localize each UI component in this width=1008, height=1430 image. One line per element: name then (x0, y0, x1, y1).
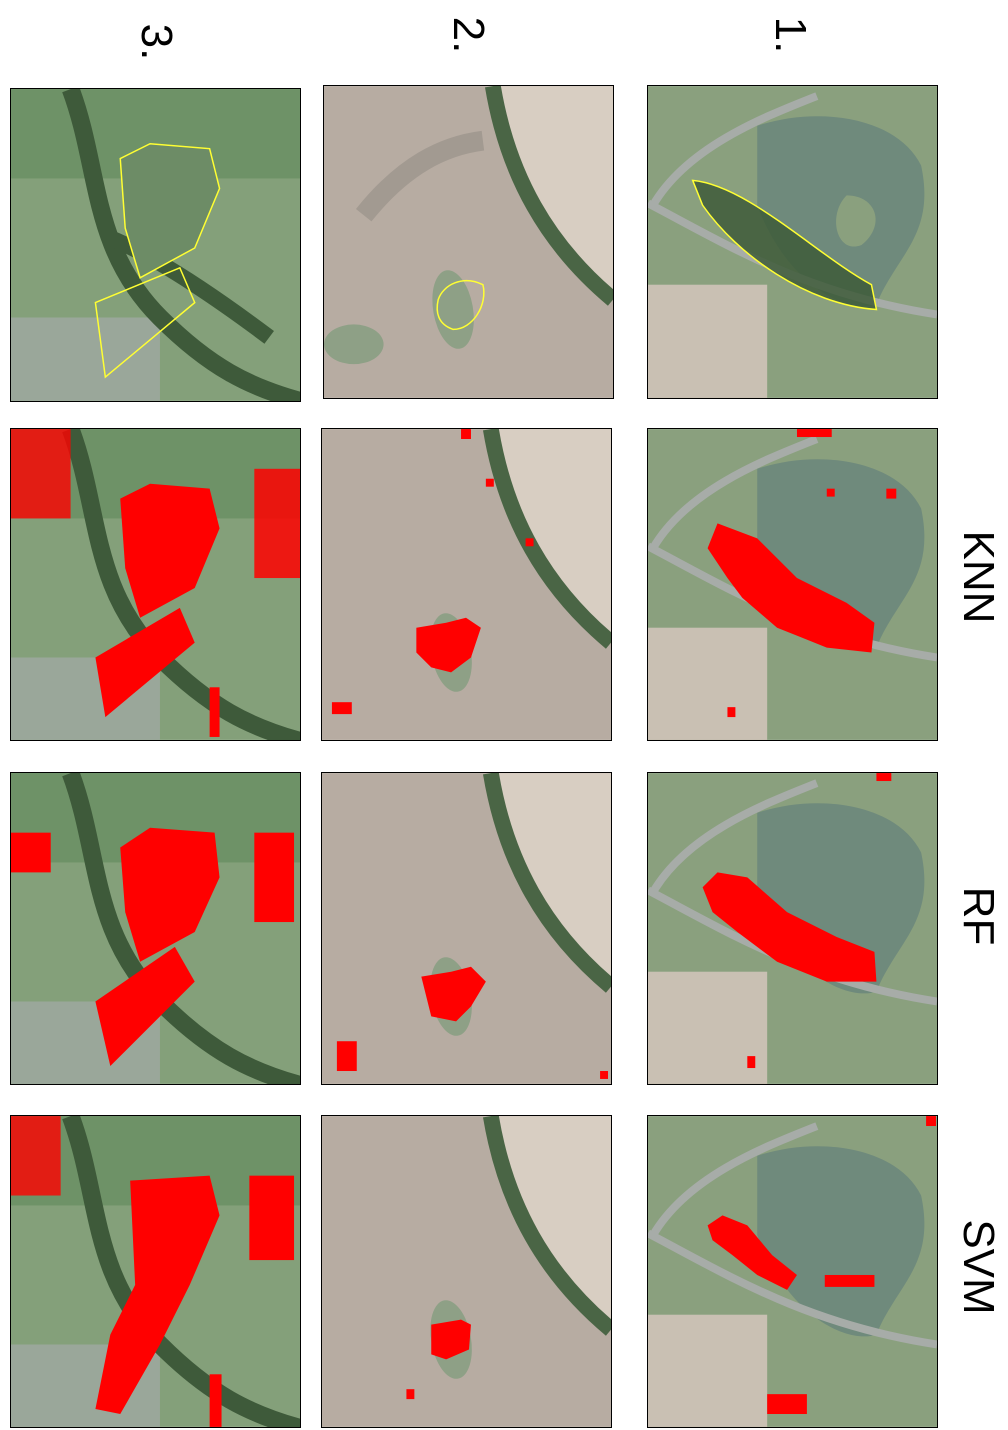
panel-row1-knn (647, 428, 938, 741)
column-label-knn: KNN (954, 530, 1003, 624)
rf-classification-lake (648, 773, 937, 1084)
row-label-1: 1. (766, 16, 815, 54)
panel-row2-svm (321, 1115, 612, 1428)
rf-classification-field (322, 773, 611, 1084)
panel-row1-rf (647, 772, 938, 1085)
panel-row1-svm (647, 1115, 938, 1428)
aerial-image-meadow (11, 89, 300, 401)
panel-row1-reference (647, 85, 938, 399)
svm-classification-lake (648, 1116, 937, 1427)
knn-classification-field (322, 429, 611, 740)
rf-classification-meadow (11, 773, 300, 1084)
knn-classification-meadow (11, 429, 300, 740)
panel-row2-rf (321, 772, 612, 1085)
column-label-svm: SVM (954, 1219, 1003, 1315)
knn-classification-lake (648, 429, 937, 740)
row-label-3: 3. (132, 23, 181, 61)
panel-row2-reference (323, 85, 614, 399)
panel-row3-rf (10, 772, 301, 1085)
row-label-2: 2. (444, 16, 493, 54)
panel-row3-svm (10, 1115, 301, 1428)
panel-row3-reference (10, 88, 301, 402)
svm-classification-field (322, 1116, 611, 1427)
svm-classification-meadow (11, 1116, 300, 1427)
panel-row2-knn (321, 428, 612, 741)
aerial-image-field (324, 86, 613, 398)
column-label-rf: RF (954, 886, 1003, 946)
panel-row3-knn (10, 428, 301, 741)
aerial-image-lake (648, 86, 937, 398)
